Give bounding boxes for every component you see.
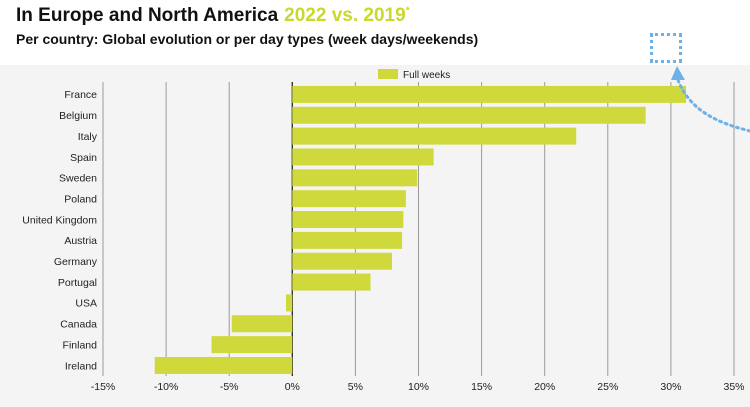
x-tick-label: 25%: [597, 381, 618, 393]
legend-swatch: [378, 69, 398, 79]
legend-label: Full weeks: [403, 70, 450, 81]
category-label: United Kingdom: [22, 214, 97, 226]
bar: [292, 85, 687, 103]
chart-title: In Europe and North America 2022 vs. 2019…: [16, 5, 410, 27]
x-tick-label: 30%: [660, 381, 681, 393]
bar: [285, 294, 293, 312]
category-labels: France Belgium Italy Spain Sweden Poland Unite…: [22, 89, 97, 372]
bar: [154, 356, 293, 374]
category-label: Sweden: [59, 173, 97, 185]
bars: [154, 85, 687, 374]
bar: [292, 273, 371, 291]
bar: [292, 190, 406, 208]
bar: [231, 315, 293, 333]
category-label: Ireland: [65, 360, 97, 372]
x-tick-label: 5%: [348, 381, 363, 393]
x-tick-label: -15%: [91, 381, 116, 393]
bar: [292, 231, 403, 249]
x-tick-label: -5%: [220, 381, 239, 393]
x-tick-labels: -15% -10% -5% 0% 5% 10% 15% 20% 25% 30% 35%: [91, 381, 745, 393]
legend: Full weeks: [378, 69, 450, 81]
title-footnote-mark: *: [405, 5, 410, 17]
bar: [292, 211, 404, 229]
bar: [292, 106, 646, 124]
chart-subtitle: Per country: Global evolution or per day…: [16, 31, 479, 47]
category-label: France: [64, 89, 97, 101]
x-tick-label: 0%: [285, 381, 300, 393]
title-accent-text: 2022 vs. 2019: [284, 5, 406, 26]
category-label: Germany: [54, 256, 98, 268]
annotation-dotted-arrow: [676, 78, 750, 133]
category-label: USA: [75, 298, 97, 310]
x-tick-label: 10%: [408, 381, 429, 393]
x-tick-label: 15%: [471, 381, 492, 393]
category-label: Canada: [60, 319, 97, 331]
bar: [292, 127, 577, 145]
category-label: Austria: [64, 235, 97, 247]
x-tick-label: 20%: [534, 381, 555, 393]
bar: [292, 148, 434, 166]
category-label: Italy: [78, 131, 98, 143]
title-accent: 2022 vs. 2019*: [284, 5, 409, 26]
bar: [292, 252, 392, 270]
annotation-arrowhead: [671, 66, 685, 80]
bar: [292, 169, 418, 187]
x-tick-label: -10%: [154, 381, 179, 393]
category-label: Portugal: [58, 277, 97, 289]
category-label: Belgium: [59, 110, 97, 122]
category-label: Spain: [70, 152, 97, 164]
bar: [211, 336, 293, 354]
annotation-highlight-box: [650, 33, 682, 63]
x-tick-label: 35%: [723, 381, 744, 393]
category-label: Poland: [64, 193, 97, 205]
title-main: In Europe and North America: [16, 5, 279, 26]
grid-lines: [102, 82, 735, 376]
category-label: Finland: [63, 339, 98, 351]
